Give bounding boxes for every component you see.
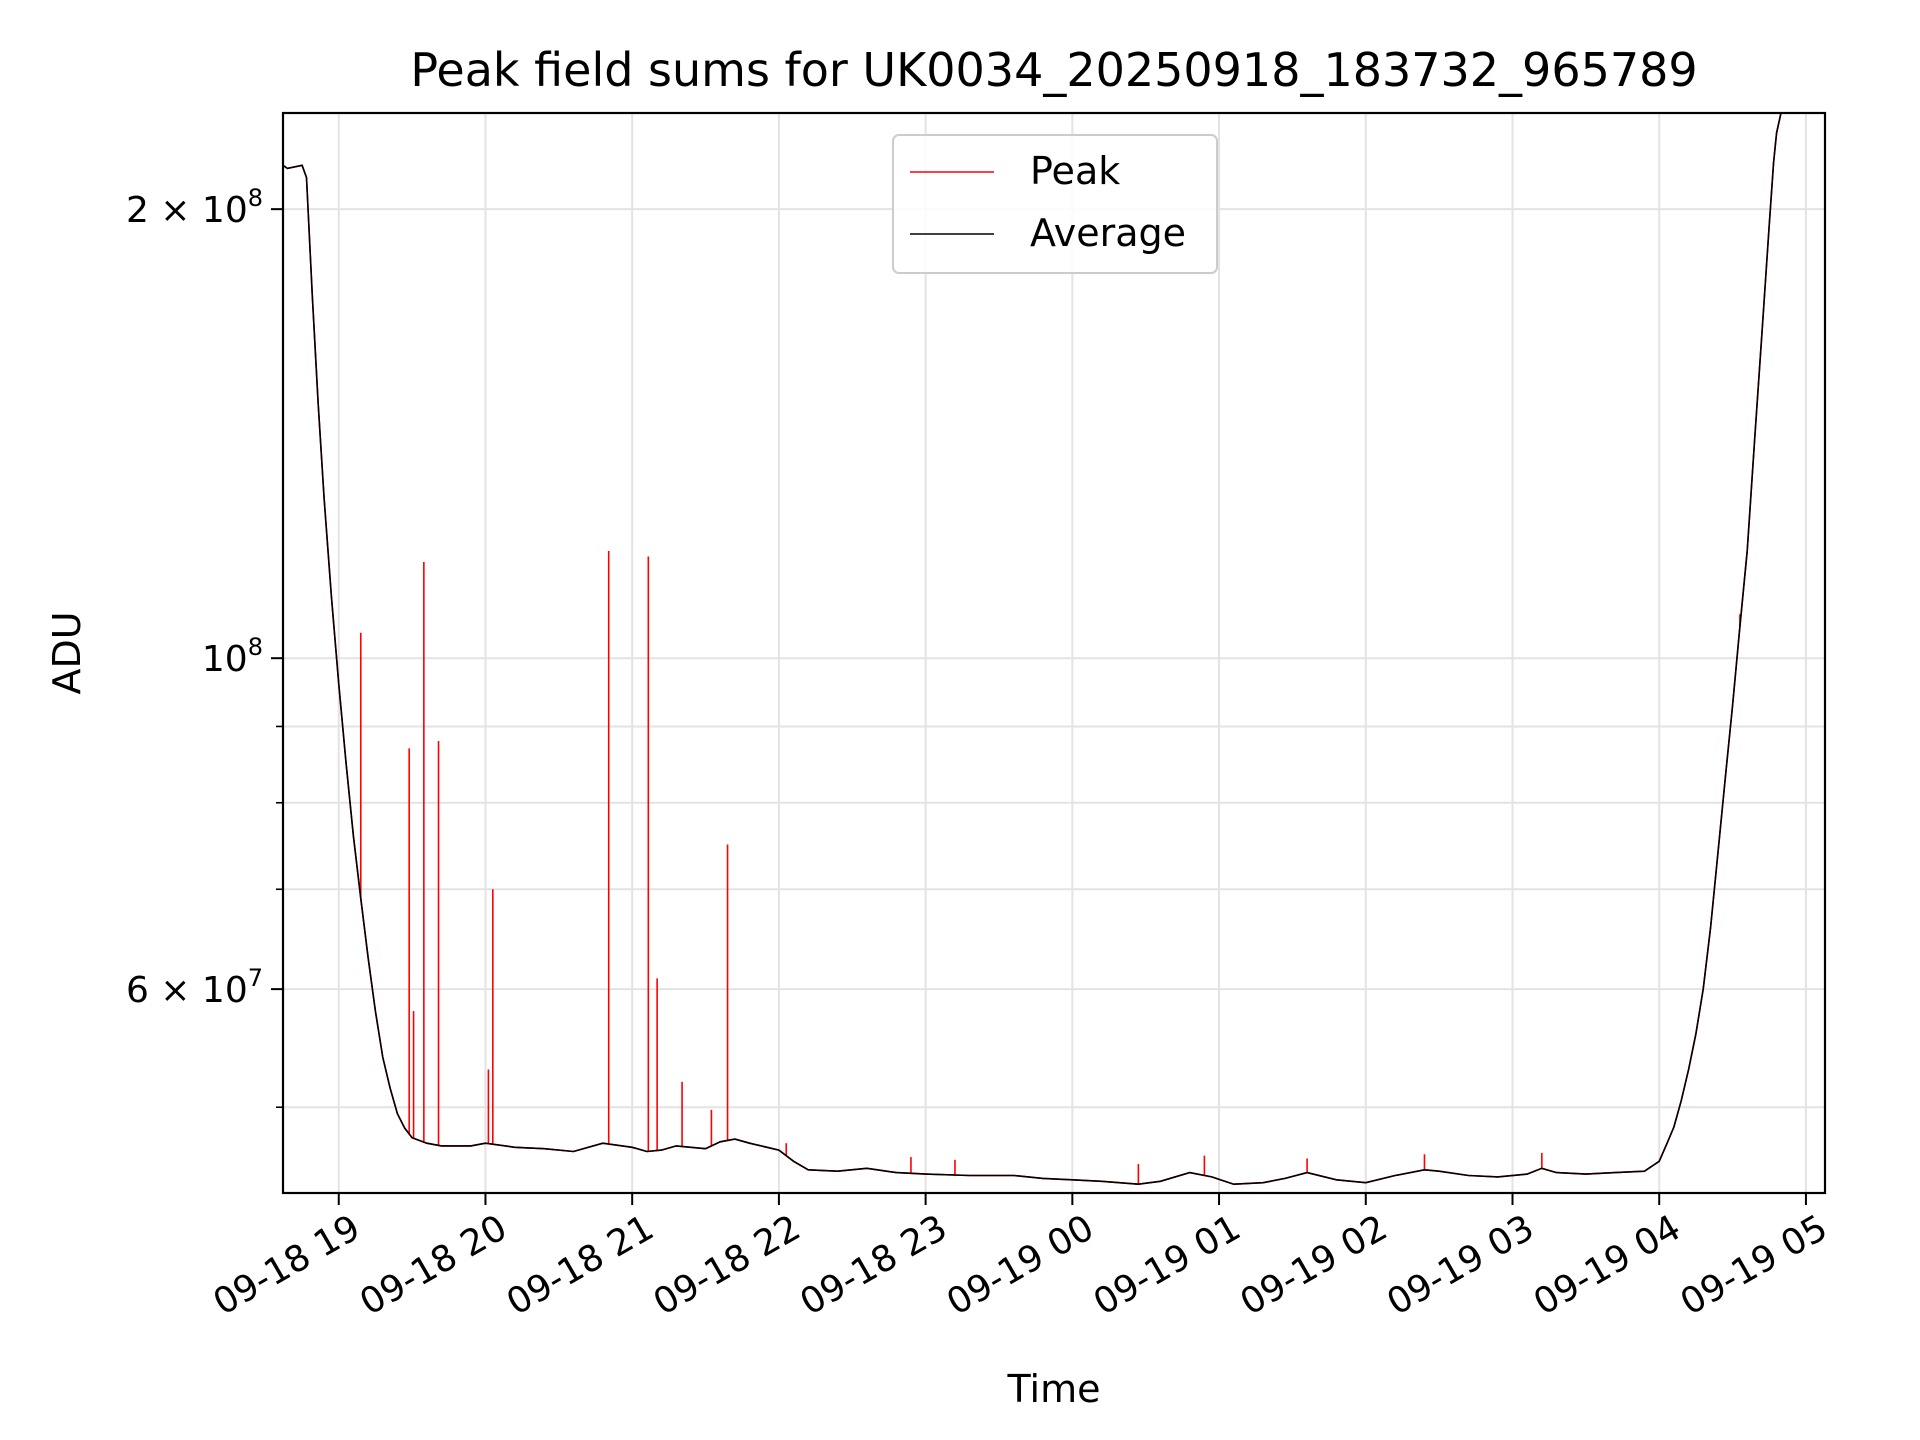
y-axis-label: ADU xyxy=(45,611,89,694)
series-layer xyxy=(283,113,1825,1186)
legend-label-peak: Peak xyxy=(1030,149,1120,193)
y-tick-label: 6 × 107 xyxy=(126,964,263,1011)
y-tick-label: 2 × 108 xyxy=(126,184,263,231)
series-average-line xyxy=(283,113,1825,1186)
y-tick-label: 108 xyxy=(202,633,263,680)
legend: Peak Average xyxy=(892,134,1218,274)
plot-frame xyxy=(281,111,1827,1195)
grid xyxy=(283,113,1825,1193)
legend-box xyxy=(892,134,1218,274)
chart-title: Peak field sums for UK0034_20250918_1837… xyxy=(410,43,1697,97)
legend-label-average: Average xyxy=(1030,211,1186,255)
y-axis: 6 × 107 108 2 × 108 xyxy=(126,184,283,1109)
x-axis-label: Time xyxy=(1007,1367,1101,1411)
